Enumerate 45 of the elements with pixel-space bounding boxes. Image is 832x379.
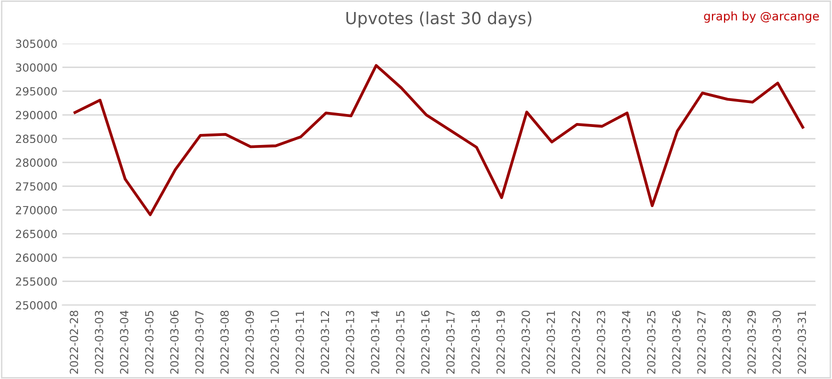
- y-tick-label: 275000: [16, 182, 57, 191]
- y-tick-label: 300000: [16, 63, 57, 72]
- y-tick-label: 265000: [16, 230, 57, 238]
- x-tick-label: 2022-03-04: [120, 310, 128, 374]
- y-tick-label: 285000: [16, 134, 57, 144]
- x-tick-label: 2022-03-25: [647, 310, 656, 374]
- y-tick-label: 280000: [16, 158, 57, 167]
- x-tick-label: 2022-03-27: [697, 310, 706, 374]
- x-tick-label: 2022-03-24: [622, 310, 630, 374]
- x-tick-label: 2022-03-10: [270, 310, 279, 374]
- x-tick-label: 2022-03-26: [672, 310, 681, 374]
- x-tick-label: 2022-02-28: [70, 310, 78, 374]
- y-tick-label: 250000: [16, 301, 57, 310]
- x-tick-label: 2022-03-23: [596, 310, 606, 374]
- x-tick-label: 2022-03-03: [94, 310, 104, 374]
- x-tick-label: 2022-03-30: [772, 310, 781, 374]
- y-tick-label: 270000: [16, 206, 57, 214]
- x-tick-label: 2022-03-20: [522, 310, 530, 374]
- x-tick-label: 2022-03-29: [747, 310, 756, 374]
- y-tick-label: 255000: [16, 277, 57, 286]
- x-tick-label: 2022-03-05: [145, 310, 154, 374]
- x-tick-label: 2022-03-31: [798, 310, 806, 374]
- x-tick-label: 2022-03-08: [220, 310, 229, 374]
- x-tick-label: 2022-03-06: [170, 310, 179, 374]
- x-tick-label: 2022-03-11: [296, 310, 304, 374]
- chart-title: Upvotes (last 30 days): [346, 11, 532, 28]
- x-tick-label: 2022-03-19: [496, 310, 505, 374]
- y-tick-label: 305000: [16, 40, 57, 48]
- y-tick-label: 295000: [16, 87, 57, 96]
- x-tick-label: 2022-03-22: [572, 311, 580, 374]
- x-tick-label: 2022-03-07: [195, 310, 204, 374]
- x-tick-label: 2022-03-18: [471, 310, 480, 374]
- line-series: [74, 64, 804, 216]
- x-tick-label: 2022-03-16: [421, 310, 430, 374]
- text: graph by @arcange: [704, 11, 819, 23]
- x-tick-label: 2022-03-28: [722, 310, 731, 374]
- x-tick-label: 2022-03-13: [346, 310, 354, 374]
- x-tick-label: 2022-03-14: [370, 310, 380, 374]
- x-tick-label: 2022-03-15: [396, 310, 404, 374]
- x-tick-label: 2022-03-12: [320, 311, 330, 374]
- x-tick-label: 2022-03-09: [245, 310, 254, 374]
- y-tick-label: 290000: [16, 110, 57, 120]
- x-tick-label: 2022-03-17: [446, 310, 455, 374]
- y-tick-label: 260000: [16, 254, 57, 262]
- x-tick-label: 2022-03-21: [546, 310, 556, 374]
